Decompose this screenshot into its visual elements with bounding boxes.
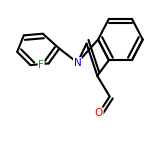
Text: F: F <box>38 60 44 70</box>
Text: O: O <box>95 108 103 118</box>
Text: N: N <box>74 58 81 68</box>
